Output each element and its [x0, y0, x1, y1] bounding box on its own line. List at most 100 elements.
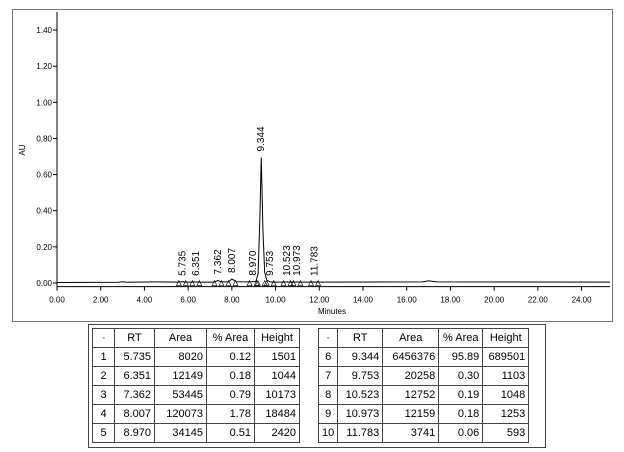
chart-frame: [12, 9, 613, 322]
x-tick-label: 6.00: [180, 296, 196, 305]
table-cell: 2: [92, 366, 115, 386]
table-cell: 9: [317, 404, 339, 424]
table-cell: 7: [317, 366, 339, 386]
peak-boundary: [246, 279, 253, 286]
peak-boundary: [290, 279, 297, 286]
x-axis-label: Minutes: [318, 307, 346, 316]
y-tick-label: 0.20: [36, 243, 52, 252]
table-cell: 1048: [482, 385, 530, 405]
peak-label: 6.351: [191, 250, 202, 275]
x-tick-label: 22.00: [528, 296, 549, 305]
table-cell: 10.523: [337, 385, 384, 405]
table-cell: 6456376: [382, 347, 440, 367]
peak-boundary: [315, 279, 322, 286]
x-tick-label: 12.00: [309, 296, 330, 305]
peak-boundary: [287, 279, 294, 286]
table-cell: 95.89: [438, 347, 484, 367]
table-cell: 5.735: [114, 347, 155, 367]
table-row: 2 6.351 12149 0.18 1044: [92, 366, 300, 386]
table-header: % Area: [206, 328, 255, 348]
x-tick-label: 20.00: [484, 296, 505, 305]
x-tick-label: 14.00: [353, 296, 374, 305]
table-row: 3 7.362 53445 0.79 10173: [92, 385, 300, 405]
table-cell: 1044: [254, 366, 300, 386]
table-cell: 593: [482, 423, 530, 443]
table-frame: [88, 324, 546, 448]
y-tick-label: 0.00: [36, 279, 52, 288]
x-tick-label: 10.00: [266, 296, 287, 305]
table-cell: 6.351: [114, 366, 155, 386]
peak-boundary: [211, 279, 218, 286]
peak-table: ◦ RT Area% Area Height 1 5.735 8020 0.12 1501 2 6.…: [92, 328, 300, 443]
table-cell: 10: [317, 423, 339, 443]
chart: Minutes AU 0.00 0.20 0.40 0.60 0.80 1.00 1.20 1…: [12, 9, 613, 322]
peak-boundary: [189, 279, 196, 286]
table-row: ◦ RT Area% Area Height: [317, 328, 530, 348]
peak-label: 9.344: [256, 126, 267, 151]
y-tick-label: 0.60: [36, 171, 52, 180]
peak-boundary: [232, 279, 239, 286]
peak-label: 7.362: [213, 249, 224, 274]
table-cell: 12752: [382, 385, 440, 405]
table-cell: 0.19: [438, 385, 484, 405]
table-cell: 20258: [382, 366, 440, 386]
y-axis-label: AU: [18, 144, 27, 155]
table-cell: 4: [92, 404, 115, 424]
table-row: 1 5.735 8020 0.12 1501: [92, 347, 300, 367]
table-row: 10 11.783 3741 0.06 593: [317, 423, 530, 443]
table-cell: 9.753: [337, 366, 384, 386]
table-cell: 53445: [154, 385, 207, 405]
table-cell: 0.18: [206, 366, 255, 386]
peak-boundary: [308, 279, 315, 286]
y-tick-label: 1.20: [36, 62, 52, 71]
table-row: 8 10.523 12752 0.19 1048: [317, 385, 530, 405]
table-cell: 689501: [482, 347, 530, 367]
peak-label: 8.970: [248, 250, 259, 275]
table-row: ◦ RT Area% Area Height: [92, 328, 300, 348]
table-cell: 0.06: [438, 423, 484, 443]
peak-boundary: [175, 279, 182, 286]
table-row: 4 8.007 120073 1.78 18484: [92, 404, 300, 424]
table-cell: 3741: [382, 423, 440, 443]
table-cell: 7.362: [114, 385, 155, 405]
peak-boundary: [196, 279, 203, 286]
table-header: % Area: [438, 328, 484, 348]
table-cell: 1253: [482, 404, 530, 424]
y-tick-label: 1.00: [36, 98, 52, 107]
peak-label: 8.007: [227, 248, 238, 273]
table-header: RT: [114, 328, 155, 348]
table-cell: 10173: [254, 385, 300, 405]
table-cell: 8020: [154, 347, 207, 367]
table-cell: 10.973: [337, 404, 384, 424]
peak-label: 10.523: [282, 245, 293, 276]
table-row: 5 8.970 34145 0.51 2420: [92, 423, 300, 443]
peak-label: 10.973: [292, 245, 303, 276]
table-header: Area: [382, 328, 440, 348]
table-header: RT: [337, 328, 384, 348]
peak-label: 11.783: [310, 246, 321, 276]
peak-boundary: [225, 279, 232, 286]
table-cell: 8.970: [114, 423, 155, 443]
x-tick-label: 8.00: [224, 296, 240, 305]
x-tick-label: 2.00: [93, 296, 109, 305]
table-cell: 12159: [382, 404, 440, 424]
table-cell: 0.18: [438, 404, 484, 424]
peak-boundary: [218, 279, 225, 286]
x-tick-label: 18.00: [440, 296, 461, 305]
table-cell: 1.78: [206, 404, 255, 424]
peak-boundary: [297, 279, 304, 286]
table-row: 6 9.344 6456376 95.89 689501: [317, 347, 530, 367]
peak-boundary: [280, 279, 287, 286]
peak-boundary: [270, 279, 277, 286]
table-cell: 6: [317, 347, 339, 367]
peak-boundary: [263, 279, 270, 286]
table-cell: 9.344: [337, 347, 384, 367]
table-header: ◦: [92, 328, 115, 348]
peak-boundary: [182, 279, 189, 286]
peak-label: 5.735: [177, 250, 188, 275]
table-cell: 0.51: [206, 423, 255, 443]
table-header: Area: [154, 328, 207, 348]
table-cell: 1501: [254, 347, 300, 367]
x-tick-label: 24.00: [572, 296, 593, 305]
